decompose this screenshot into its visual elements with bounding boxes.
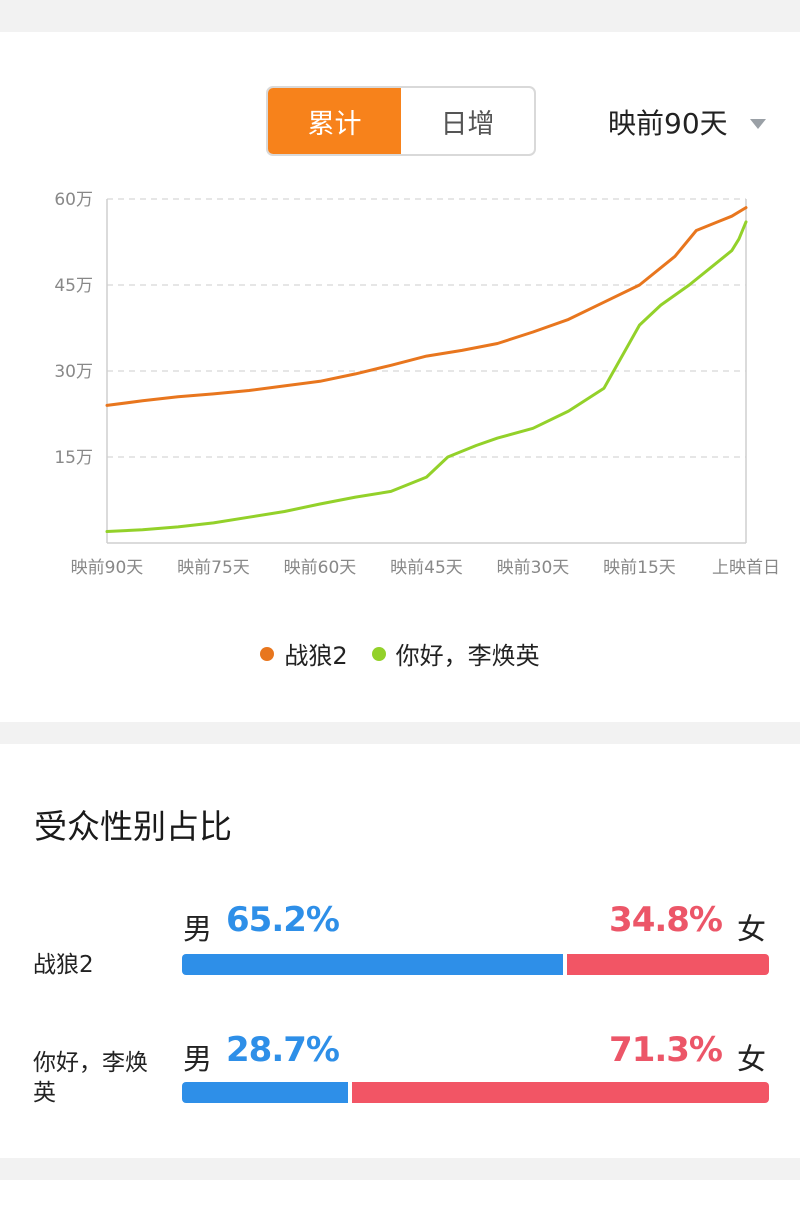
- metric-toggle[interactable]: 累计 日增: [266, 86, 536, 156]
- male-label: 男: [183, 912, 213, 946]
- female-bar: [352, 1082, 769, 1103]
- chevron-down-icon: [749, 119, 766, 129]
- x-tick-label: 上映首日: [712, 558, 780, 578]
- male-bar: [182, 954, 563, 975]
- male-label: 男: [183, 1042, 213, 1076]
- y-tick-label: 45万: [54, 276, 93, 296]
- male-bar: [182, 1082, 349, 1103]
- female-percent: 71.3%: [609, 1030, 723, 1070]
- legend-dot-series-1: [260, 646, 275, 661]
- next-card-edge: [0, 1180, 800, 1207]
- gender-row: 你好，李焕英 男 28.7% 71.3% 女: [0, 1020, 800, 1130]
- x-tick-label: 映前75天: [177, 558, 250, 578]
- bar-divider: [348, 1082, 353, 1103]
- y-tick-label: 15万: [54, 448, 93, 468]
- series-line-2: [105, 220, 748, 533]
- legend-item-series-1[interactable]: 战狼2: [260, 636, 348, 671]
- x-tick-label: 映前45天: [390, 558, 463, 578]
- bar-divider: [562, 954, 567, 975]
- legend-item-series-2[interactable]: 你好，李焕英: [371, 636, 540, 671]
- gender-bar: [182, 954, 769, 975]
- y-tick-label: 60万: [54, 190, 93, 210]
- movie-name: 你好，李焕英: [33, 1050, 148, 1106]
- female-percent: 34.8%: [609, 900, 723, 940]
- section-title: 受众性别占比: [34, 807, 232, 846]
- legend-label-series-1: 战狼2: [284, 642, 348, 670]
- series-line-1: [105, 206, 748, 407]
- chart-legend: 战狼2 你好，李焕英: [0, 636, 800, 671]
- x-tick-label: 映前30天: [497, 558, 570, 578]
- female-label: 女: [737, 912, 767, 946]
- legend-label-series-2: 你好，李焕英: [395, 642, 540, 670]
- tab-daily[interactable]: 日增: [440, 108, 495, 140]
- female-label: 女: [737, 1042, 767, 1076]
- male-percent: 28.7%: [226, 1030, 340, 1070]
- x-tick-label: 映前90天: [71, 558, 144, 578]
- x-tick-label: 映前60天: [284, 558, 357, 578]
- gender-bar: [182, 1082, 769, 1103]
- range-dropdown[interactable]: 映前90天: [608, 102, 766, 142]
- y-tick-label: 30万: [54, 362, 93, 382]
- gender-ratio-card: 受众性别占比 战狼2 男 65.2% 34.8% 女 你好，李焕英 男 28.7…: [0, 744, 800, 1158]
- male-percent: 65.2%: [226, 900, 340, 940]
- trend-card: 累计 日增 映前90天 15万 30万 45万 60万 映前90天 映前75天 映前60天映…: [0, 32, 800, 722]
- female-bar: [566, 954, 769, 975]
- gender-row: 战狼2 男 65.2% 34.8% 女: [0, 892, 800, 1002]
- tab-cumulative[interactable]: 累计: [268, 88, 401, 154]
- range-dropdown-label: 映前90天: [608, 107, 728, 140]
- movie-name: 战狼2: [33, 952, 94, 978]
- x-tick-label: 映前15天: [603, 558, 676, 578]
- legend-dot-series-2: [371, 646, 386, 661]
